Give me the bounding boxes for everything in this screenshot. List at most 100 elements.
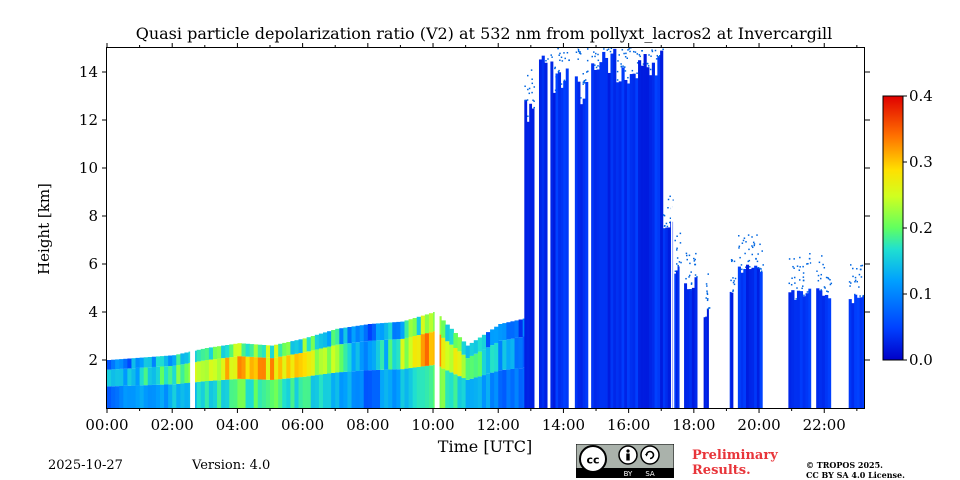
data-gap (811, 48, 817, 408)
x-tick-label: 00:00 (85, 416, 128, 434)
speckle (859, 295, 861, 297)
speckle (753, 244, 756, 247)
bl-cell (351, 326, 357, 343)
speckle (793, 267, 795, 269)
cloud-column-cell (808, 288, 812, 408)
bl-cell (400, 321, 405, 339)
bl-cell (461, 354, 467, 379)
cloud-column-cell (621, 67, 625, 408)
bl-cell (371, 370, 377, 408)
cloud-column-cell (632, 73, 636, 408)
y-tick-label: 6 (88, 255, 98, 273)
bl-cell (510, 321, 516, 339)
bl-cell (294, 377, 300, 408)
bl-cell (473, 353, 479, 378)
x-tick-label: 14:00 (542, 416, 585, 434)
bl-cell (502, 369, 507, 408)
speckle (677, 264, 679, 267)
speckle (761, 250, 763, 252)
bl-cell (412, 318, 418, 336)
bl-cell (200, 360, 206, 382)
speckle (821, 255, 823, 257)
bl-cell (486, 332, 491, 348)
cloud-column-cell (563, 80, 567, 408)
speckle (827, 277, 830, 280)
speckle (854, 293, 856, 296)
speckle (798, 279, 801, 281)
cloud-column-cell (538, 59, 543, 408)
speckle (586, 71, 588, 73)
speckle (620, 65, 623, 68)
bl-cell (274, 344, 279, 358)
speckle (707, 308, 710, 310)
speckle (806, 291, 809, 293)
bl-cell (506, 369, 511, 408)
cloud-column-cell (743, 268, 747, 408)
bl-cell (306, 351, 312, 377)
speckle (756, 260, 759, 263)
bl-cell (221, 379, 226, 408)
x-tick-label: 12:00 (477, 416, 520, 434)
speckle (579, 53, 582, 55)
bl-cell (412, 336, 418, 368)
speckle (560, 56, 563, 59)
cloud-column-cell (705, 316, 708, 408)
speckle (861, 264, 864, 267)
cloud-column-cell (859, 297, 863, 408)
cloud-column-cell (558, 72, 562, 408)
speckle (751, 245, 753, 247)
speckle (676, 257, 679, 259)
bl-cell (184, 352, 190, 364)
bl-cell (241, 356, 247, 379)
speckle (530, 69, 533, 71)
speckle (558, 69, 560, 72)
speckle (526, 99, 529, 101)
speckle (586, 48, 589, 50)
bl-cell (428, 313, 434, 333)
speckle (802, 279, 805, 282)
bl-cell (135, 357, 141, 368)
badge-sa-text: SA (645, 470, 655, 478)
colorbar-tick-label: 0.2 (909, 219, 933, 237)
speckle (676, 249, 678, 251)
colorbar-tick-label: 0.4 (909, 87, 933, 105)
speckle (762, 264, 764, 266)
speckle (672, 199, 674, 201)
bl-cell (204, 348, 210, 360)
bl-cell (159, 366, 165, 385)
copyright-line-2: CC BY SA 4.0 License. (806, 470, 905, 480)
bl-cell (416, 335, 422, 367)
speckle (632, 44, 634, 46)
bl-cell (200, 348, 206, 361)
speckle (751, 253, 754, 256)
speckle (584, 79, 587, 81)
bl-cell (506, 322, 511, 340)
speckle (803, 294, 805, 297)
bl-cell (380, 340, 385, 370)
cloud-column-cell (550, 61, 554, 408)
speckle (694, 263, 697, 266)
speckle (738, 247, 740, 249)
bl-cell (143, 367, 149, 386)
bl-cell (107, 369, 112, 387)
bl-cell (286, 342, 291, 356)
bl-cell (465, 358, 471, 380)
speckle (627, 49, 629, 51)
speckle (527, 88, 529, 91)
bl-cell (111, 369, 116, 387)
speckle (636, 53, 639, 55)
bl-cell (481, 375, 487, 408)
bl-cell (127, 368, 132, 386)
cloud-column-cell (618, 81, 622, 408)
version-label: Version: 4.0 (192, 458, 271, 473)
bl-cell (306, 376, 312, 408)
cloud-column-cell (599, 62, 603, 408)
bl-cell (453, 374, 458, 408)
cloud-column-cell (756, 267, 760, 408)
speckle (820, 273, 823, 276)
cloud-column-cell (754, 265, 758, 408)
speckle (826, 290, 828, 292)
speckle (862, 294, 865, 297)
speckle (563, 79, 566, 82)
speckle (624, 70, 627, 72)
